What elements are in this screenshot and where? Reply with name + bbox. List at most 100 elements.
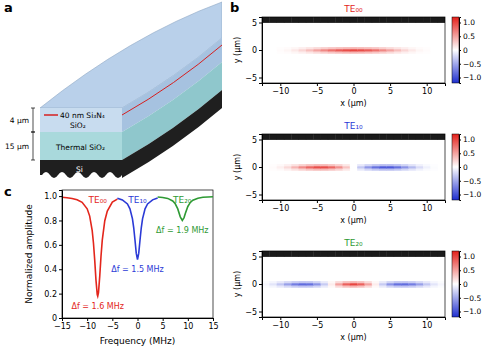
front-substrate: [40, 160, 122, 178]
tick-label: 0.2: [44, 290, 57, 299]
tick-label: 0: [351, 87, 356, 96]
x-axis-line: [263, 84, 446, 87]
cell: [277, 170, 285, 200]
tick-mark: [59, 220, 62, 221]
colorbar-axis-line: [460, 18, 462, 84]
cell: [357, 287, 365, 317]
cell: [423, 53, 431, 83]
tick-label: 0.5: [463, 266, 475, 275]
x-axis-tick: −5: [312, 317, 324, 330]
panel-label: b: [230, 0, 239, 15]
cell: [321, 257, 329, 282]
cell: [430, 257, 438, 282]
diagram-label: 4 μm: [10, 116, 29, 125]
panel-label: a: [4, 0, 13, 15]
cell: [408, 53, 416, 83]
tick-mark: [427, 200, 428, 203]
cell: [394, 17, 402, 23]
cell: [291, 170, 299, 200]
annotation: Δf = 1.6 MHz: [72, 302, 124, 311]
cell: [357, 134, 365, 140]
cell: [401, 53, 409, 83]
cell: [350, 17, 358, 23]
cell: [423, 23, 431, 48]
x-axis-tick: 10: [422, 317, 432, 330]
cell: [269, 140, 277, 165]
colorbar-axis-tick: −1.0: [459, 307, 481, 316]
annotation: Δf = 1.5 MHz: [111, 265, 163, 274]
cell: [284, 134, 292, 140]
cell: [277, 251, 285, 257]
x-axis-tick: 0: [351, 83, 356, 96]
tick-label: 0: [351, 204, 356, 213]
tick-mark: [138, 318, 139, 321]
y-axis-tick: 0: [252, 46, 262, 55]
cell: [379, 134, 387, 140]
cell: [379, 53, 387, 83]
tick-label: 0: [463, 280, 468, 289]
y-axis-line: [259, 135, 263, 201]
tick-label: 0: [52, 314, 57, 323]
x-axis-tick: 5: [388, 317, 393, 330]
tick-mark: [259, 284, 262, 285]
cell: [394, 23, 402, 48]
cell: [438, 287, 445, 317]
tick-label: 1.0: [463, 252, 475, 261]
cell: [313, 287, 321, 317]
y-axis-line: [259, 252, 263, 318]
cell: [430, 287, 438, 317]
tick-label: 0.4: [44, 265, 57, 274]
x-axis-tick: 10: [183, 318, 193, 331]
cell: [335, 17, 343, 23]
cell: [262, 17, 270, 23]
cell: [416, 53, 424, 83]
x-axis: −10−50510: [263, 200, 446, 213]
cell: [386, 257, 394, 282]
cell: [291, 23, 299, 48]
cell: [423, 287, 431, 317]
series-label: TE₂₀: [172, 195, 192, 205]
x-axis-tick: −5: [312, 200, 324, 213]
x-axis: −10 −5 0 5 10: [263, 317, 446, 330]
y-axis-line: [59, 191, 63, 319]
tick-mark: [390, 200, 391, 203]
cell: [364, 134, 372, 140]
cell: [394, 134, 402, 140]
cell: [416, 140, 424, 165]
tick-label: 0: [252, 280, 257, 289]
cell: [357, 257, 365, 282]
cell: [321, 251, 329, 257]
cell: [423, 140, 431, 165]
y-axis-title: Normalized amplitude: [24, 204, 34, 304]
colorbar-axis-line: [460, 135, 462, 201]
cell: [343, 134, 351, 140]
cell: [321, 17, 329, 23]
cell: [430, 251, 438, 257]
tick-mark: [354, 83, 355, 86]
cell: [416, 287, 424, 317]
x-axis-line: [263, 201, 446, 204]
tick-label: −10: [272, 321, 289, 330]
y-axis-tick: 0: [252, 280, 262, 289]
cell: [277, 23, 285, 48]
tick-label: −1.0: [463, 190, 481, 199]
panel-label: c: [4, 184, 12, 199]
cell: [386, 251, 394, 257]
cell: [299, 17, 307, 23]
series-line: [62, 197, 117, 296]
y-axis-tick: −5: [245, 191, 262, 200]
diagram-label: 40 nm Si₃N₄: [60, 111, 105, 120]
tick-label: −0.5: [463, 177, 481, 186]
cell: [401, 287, 409, 317]
cell: [364, 23, 372, 48]
tick-mark: [259, 23, 262, 24]
cell: [277, 257, 285, 282]
tick-mark: [459, 257, 461, 258]
tick-label: −1.0: [463, 307, 481, 316]
tick-mark: [459, 78, 461, 79]
x-axis-tick: −10: [79, 318, 96, 331]
y-axis-tick: 5: [252, 136, 262, 145]
tick-label: 0: [351, 321, 356, 330]
cell: [269, 134, 277, 140]
y-axis-tick: 0.4: [44, 265, 62, 274]
